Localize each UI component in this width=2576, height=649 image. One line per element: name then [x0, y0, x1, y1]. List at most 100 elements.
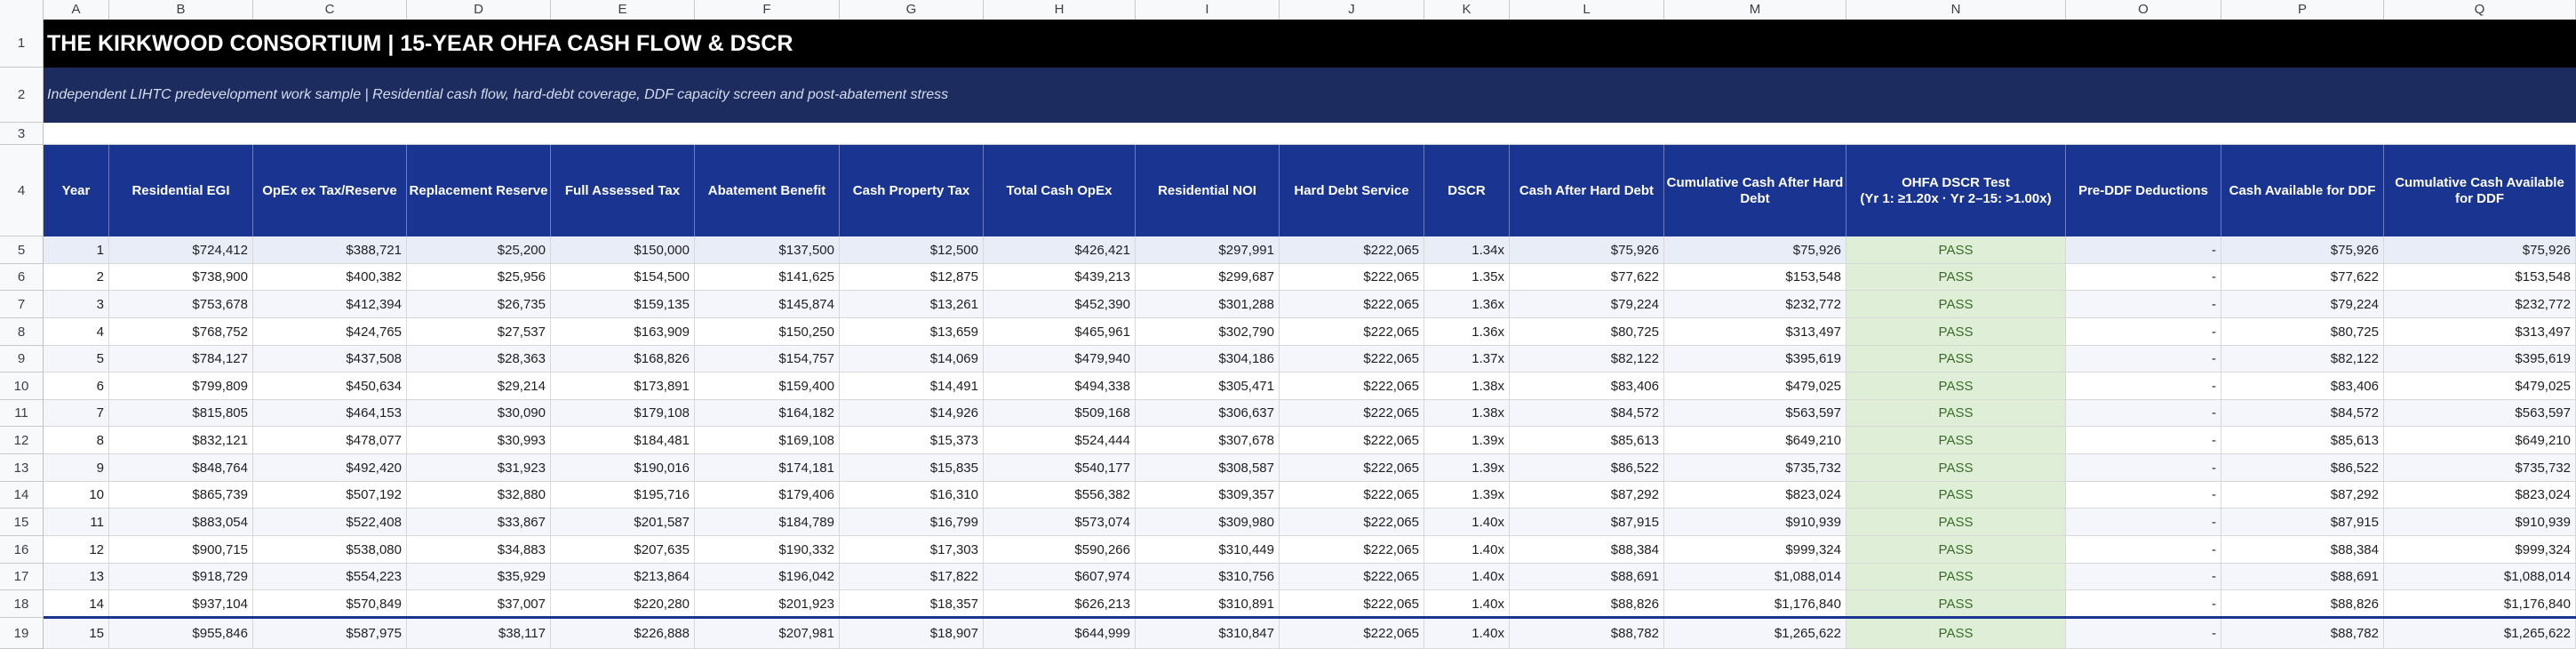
cell-cumulative-cash-after-hard-debt[interactable]: $649,210 — [1664, 427, 1846, 454]
dscr-test-result[interactable]: PASS — [1846, 346, 2066, 373]
cell-cumulative-cash-after-hard-debt[interactable]: $313,497 — [1664, 318, 1846, 346]
row-header-16[interactable]: 16 — [0, 536, 44, 564]
cell-opex[interactable]: $412,394 — [253, 291, 407, 318]
cell-residential-egi[interactable]: $883,054 — [109, 509, 253, 536]
header-cash-available-for-ddf[interactable]: Cash Available for DDF — [2221, 145, 2384, 236]
cell-abatement-benefit[interactable]: $150,250 — [695, 318, 840, 346]
cell-cash-after-hard-debt[interactable]: $80,725 — [1510, 318, 1664, 346]
cell-full-assessed-tax[interactable]: $207,635 — [551, 536, 695, 564]
cell-cash-available-for-ddf[interactable]: $75,926 — [2221, 236, 2384, 264]
cell-full-assessed-tax[interactable]: $213,864 — [551, 564, 695, 590]
cell-cumulative-cash-after-hard-debt[interactable]: $232,772 — [1664, 291, 1846, 318]
cell-pre-ddf-deductions[interactable]: - — [2066, 346, 2221, 373]
cell-residential-egi[interactable]: $865,739 — [109, 482, 253, 509]
cell-residential-noi[interactable]: $301,288 — [1136, 291, 1280, 318]
cell-cash-available-for-ddf[interactable]: $87,292 — [2221, 482, 2384, 509]
cell-pre-ddf-deductions[interactable]: - — [2066, 318, 2221, 346]
cell-replacement-reserve[interactable]: $34,883 — [407, 536, 551, 564]
dscr-test-result[interactable]: PASS — [1846, 264, 2066, 291]
cell-total-cash-opex[interactable]: $644,999 — [984, 618, 1136, 649]
cell-cumulative-cash-available-for-ddf[interactable]: $479,025 — [2384, 373, 2576, 400]
cell-cash-after-hard-debt[interactable]: $88,691 — [1510, 564, 1664, 590]
cell-cumulative-cash-available-for-ddf[interactable]: $1,088,014 — [2384, 564, 2576, 590]
row-header-2[interactable]: 2 — [0, 68, 44, 123]
cell-year[interactable]: 8 — [44, 427, 109, 454]
cell-total-cash-opex[interactable]: $494,338 — [984, 373, 1136, 400]
cell-replacement-reserve[interactable]: $27,537 — [407, 318, 551, 346]
dscr-test-result[interactable]: PASS — [1846, 427, 2066, 454]
cell-dscr[interactable]: 1.40x — [1424, 618, 1510, 649]
cell-residential-noi[interactable]: $309,980 — [1136, 509, 1280, 536]
cell-opex[interactable]: $437,508 — [253, 346, 407, 373]
row-header-9[interactable]: 9 — [0, 346, 44, 373]
cell-cash-after-hard-debt[interactable]: $79,224 — [1510, 291, 1664, 318]
dscr-test-result[interactable]: PASS — [1846, 509, 2066, 536]
cell-year[interactable]: 5 — [44, 346, 109, 373]
cell-cash-property-tax[interactable]: $16,310 — [840, 482, 984, 509]
cell-opex[interactable]: $450,634 — [253, 373, 407, 400]
cell-cumulative-cash-available-for-ddf[interactable]: $153,548 — [2384, 264, 2576, 291]
cell-cumulative-cash-after-hard-debt[interactable]: $1,176,840 — [1664, 590, 1846, 618]
cell-cash-property-tax[interactable]: $12,875 — [840, 264, 984, 291]
column-header-d[interactable]: D — [407, 0, 551, 20]
cell-hard-debt-service[interactable]: $222,065 — [1280, 400, 1424, 427]
cell-year[interactable]: 3 — [44, 291, 109, 318]
cell-residential-noi[interactable]: $310,449 — [1136, 536, 1280, 564]
cell-opex[interactable]: $570,849 — [253, 590, 407, 618]
cell-total-cash-opex[interactable]: $479,940 — [984, 346, 1136, 373]
cell-total-cash-opex[interactable]: $509,168 — [984, 400, 1136, 427]
cell-dscr[interactable]: 1.36x — [1424, 318, 1510, 346]
cell-opex[interactable]: $538,080 — [253, 536, 407, 564]
cell-full-assessed-tax[interactable]: $173,891 — [551, 373, 695, 400]
cell-cash-available-for-ddf[interactable]: $88,384 — [2221, 536, 2384, 564]
row-header-18[interactable]: 18 — [0, 590, 44, 618]
cell-cash-property-tax[interactable]: $13,659 — [840, 318, 984, 346]
cell-pre-ddf-deductions[interactable]: - — [2066, 400, 2221, 427]
column-header-q[interactable]: Q — [2384, 0, 2576, 20]
cell-replacement-reserve[interactable]: $37,007 — [407, 590, 551, 618]
column-header-f[interactable]: F — [695, 0, 840, 20]
cell-total-cash-opex[interactable]: $556,382 — [984, 482, 1136, 509]
cell-hard-debt-service[interactable]: $222,065 — [1280, 536, 1424, 564]
cell-total-cash-opex[interactable]: $590,266 — [984, 536, 1136, 564]
row-header-13[interactable]: 13 — [0, 454, 44, 482]
cell-cumulative-cash-after-hard-debt[interactable]: $479,025 — [1664, 373, 1846, 400]
cell-cash-property-tax[interactable]: $17,822 — [840, 564, 984, 590]
cell-full-assessed-tax[interactable]: $190,016 — [551, 454, 695, 482]
cell-replacement-reserve[interactable]: $25,956 — [407, 264, 551, 291]
cell-full-assessed-tax[interactable]: $168,826 — [551, 346, 695, 373]
cell-pre-ddf-deductions[interactable]: - — [2066, 482, 2221, 509]
cell-residential-noi[interactable]: $310,847 — [1136, 618, 1280, 649]
cell-residential-egi[interactable]: $900,715 — [109, 536, 253, 564]
cell-pre-ddf-deductions[interactable]: - — [2066, 564, 2221, 590]
cell-year[interactable]: 10 — [44, 482, 109, 509]
column-header-e[interactable]: E — [551, 0, 695, 20]
cell-abatement-benefit[interactable]: $164,182 — [695, 400, 840, 427]
cell-cash-after-hard-debt[interactable]: $77,622 — [1510, 264, 1664, 291]
header-opex[interactable]: OpEx ex Tax/Reserve — [253, 145, 407, 236]
cell-year[interactable]: 2 — [44, 264, 109, 291]
column-header-a[interactable]: A — [44, 0, 109, 20]
cell-cumulative-cash-after-hard-debt[interactable]: $75,926 — [1664, 236, 1846, 264]
header-replacement-reserve[interactable]: Replacement Reserve — [407, 145, 551, 236]
cell-opex[interactable]: $587,975 — [253, 618, 407, 649]
cell-opex[interactable]: $424,765 — [253, 318, 407, 346]
cell-cumulative-cash-after-hard-debt[interactable]: $823,024 — [1664, 482, 1846, 509]
row-header-3[interactable]: 3 — [0, 123, 44, 145]
cell-replacement-reserve[interactable]: $31,923 — [407, 454, 551, 482]
cell-residential-egi[interactable]: $937,104 — [109, 590, 253, 618]
cell-pre-ddf-deductions[interactable]: - — [2066, 454, 2221, 482]
cell-hard-debt-service[interactable]: $222,065 — [1280, 482, 1424, 509]
cell-residential-egi[interactable]: $738,900 — [109, 264, 253, 291]
cell-residential-noi[interactable]: $305,471 — [1136, 373, 1280, 400]
column-header-m[interactable]: M — [1664, 0, 1846, 20]
cell-cumulative-cash-after-hard-debt[interactable]: $735,732 — [1664, 454, 1846, 482]
cell-residential-noi[interactable]: $309,357 — [1136, 482, 1280, 509]
cell-full-assessed-tax[interactable]: $201,587 — [551, 509, 695, 536]
cell-replacement-reserve[interactable]: $30,090 — [407, 400, 551, 427]
header-residential-egi[interactable]: Residential EGI — [109, 145, 253, 236]
cell-cumulative-cash-after-hard-debt[interactable]: $1,088,014 — [1664, 564, 1846, 590]
cell-opex[interactable]: $464,153 — [253, 400, 407, 427]
cell-full-assessed-tax[interactable]: $154,500 — [551, 264, 695, 291]
cell-residential-egi[interactable]: $832,121 — [109, 427, 253, 454]
